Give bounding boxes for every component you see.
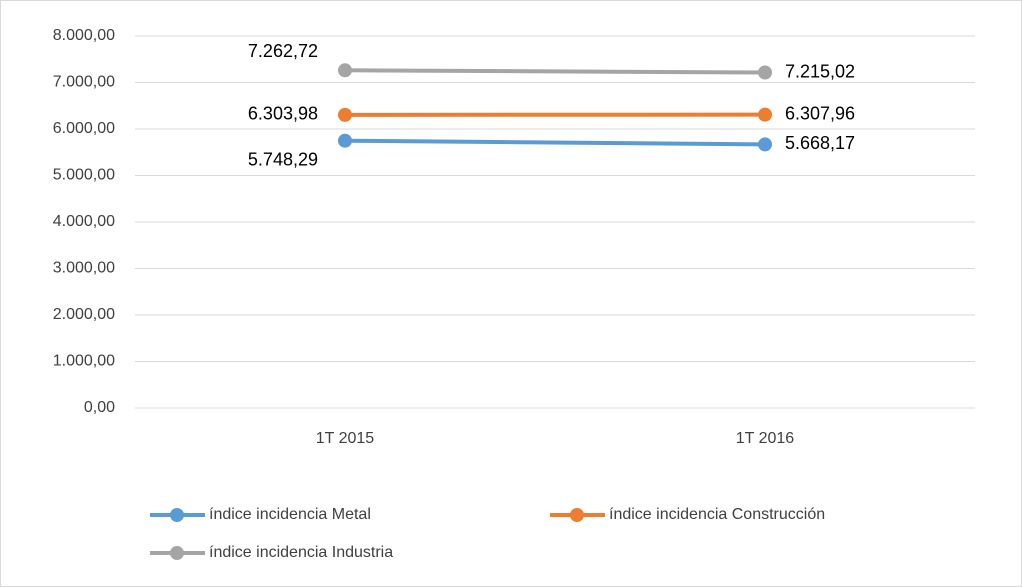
- data-point: [338, 107, 352, 122]
- data-label: 6.303,98: [248, 104, 318, 124]
- data-point: [758, 65, 772, 80]
- data-point: [338, 133, 352, 148]
- data-point: [758, 137, 772, 152]
- data-label: 5.748,29: [248, 149, 318, 169]
- y-tick-label: 3.000,00: [53, 260, 115, 277]
- data-label: 5.668,17: [785, 133, 855, 153]
- legend-label: índice incidencia Metal: [209, 506, 371, 523]
- data-point: [338, 63, 352, 78]
- x-tick-label: 1T 2016: [736, 430, 795, 447]
- data-label: 7.215,02: [785, 61, 855, 81]
- x-tick-label: 1T 2015: [316, 430, 375, 447]
- y-tick-label: 2.000,00: [53, 306, 115, 323]
- legend-swatch-marker: [170, 508, 184, 522]
- y-tick-label: 4.000,00: [53, 213, 115, 230]
- legend-swatch-marker: [570, 508, 584, 522]
- series-line: [344, 68, 766, 75]
- legend-swatch-marker: [170, 546, 184, 560]
- data-label: 7.262,72: [248, 41, 318, 61]
- y-tick-label: 6.000,00: [53, 120, 115, 137]
- data-label: 6.307,96: [785, 103, 855, 123]
- y-tick-label: 1.000,00: [53, 353, 115, 370]
- y-tick-label: 7.000,00: [53, 74, 115, 91]
- legend-label: índice incidencia Construcción: [609, 506, 825, 523]
- y-tick-label: 0,00: [84, 399, 115, 416]
- y-tick-label: 8.000,00: [53, 27, 115, 44]
- legend-label: índice incidencia Industria: [209, 544, 393, 561]
- data-point: [758, 107, 772, 122]
- series-line: [344, 138, 766, 147]
- y-tick-label: 5.000,00: [53, 167, 115, 184]
